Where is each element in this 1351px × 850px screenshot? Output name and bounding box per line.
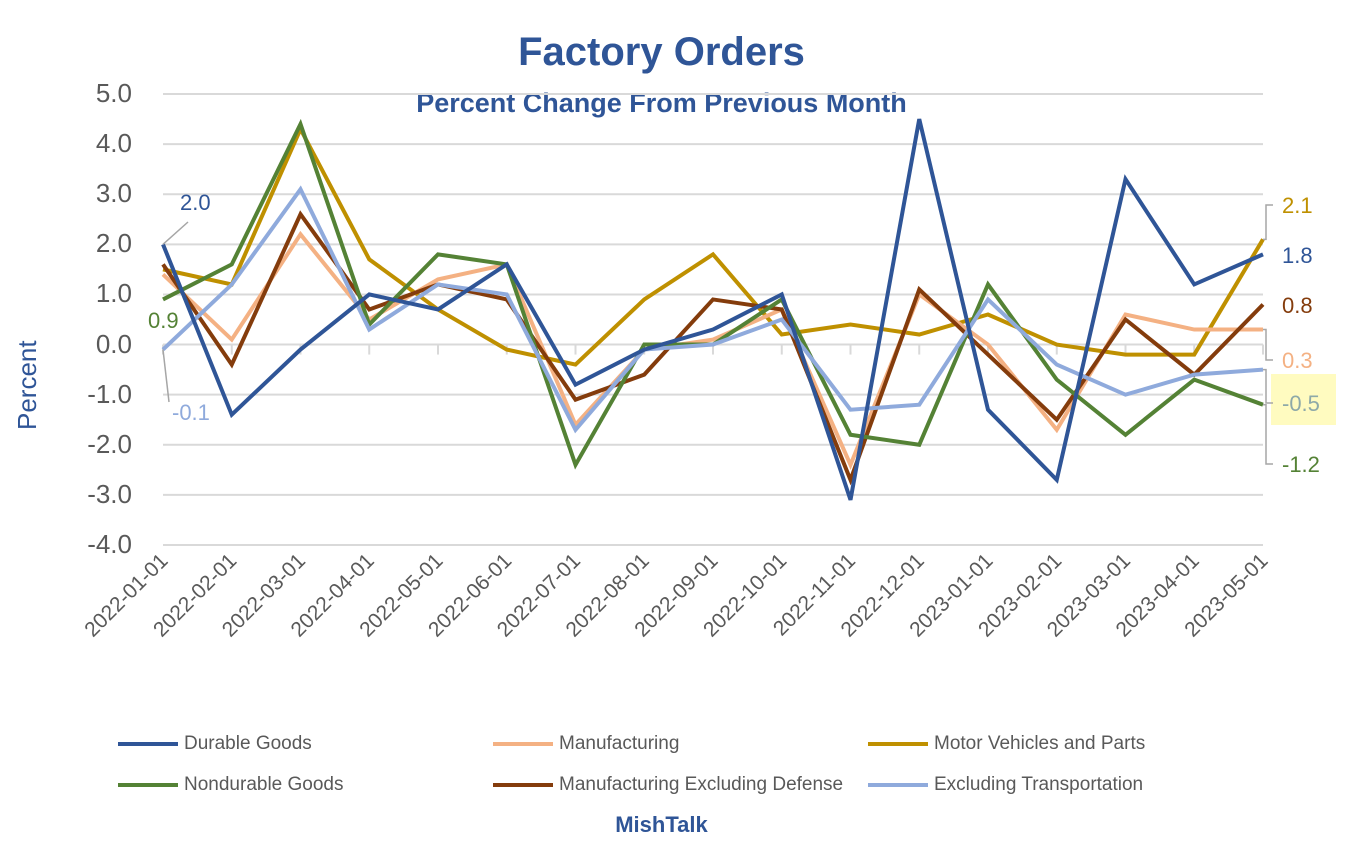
legend-label: Motor Vehicles and Parts — [934, 733, 1146, 754]
legend-swatch — [118, 742, 178, 746]
legend-item: Manufacturing Excluding Defense — [493, 774, 843, 796]
legend-label: Manufacturing Excluding Defense — [559, 774, 844, 795]
leader-line — [162, 349, 170, 403]
leader-line — [1263, 403, 1273, 465]
y-tick-label: -3.0 — [87, 478, 132, 509]
leader-line — [1263, 368, 1273, 404]
data-label: 1.8 — [1282, 243, 1313, 268]
legend-swatch — [493, 783, 553, 787]
legend-swatch — [118, 783, 178, 787]
data-label: 0.8 — [1282, 293, 1313, 318]
legend-item: Excluding Transportation — [868, 774, 1143, 796]
data-label: -1.2 — [1282, 452, 1320, 477]
legend-swatch — [868, 783, 928, 787]
chart-title: Factory Orders — [518, 30, 805, 74]
leader-line — [1263, 204, 1273, 241]
legend-label: Durable Goods — [184, 733, 312, 754]
leader-line — [162, 221, 189, 245]
data-label: -0.5 — [1282, 391, 1320, 416]
legend-item: Durable Goods — [118, 733, 312, 755]
y-tick-label: -1.0 — [87, 378, 132, 409]
data-label: -0.1 — [172, 400, 210, 425]
legend-swatch — [493, 742, 553, 746]
legend-label: Nondurable Goods — [184, 774, 344, 795]
legend-label: Excluding Transportation — [934, 774, 1144, 795]
data-label: 2.1 — [1282, 193, 1313, 218]
y-tick-label: -4.0 — [87, 529, 132, 559]
y-tick-label: 1.0 — [95, 278, 132, 309]
y-tick-label: 5.0 — [95, 78, 132, 108]
y-tick-label: 4.0 — [95, 128, 132, 159]
legend-label: Manufacturing — [559, 733, 680, 754]
series-line-durable-goods — [161, 118, 1264, 501]
data-label: 2.0 — [180, 190, 211, 215]
legend-swatch — [868, 742, 928, 746]
legend-item: Nondurable Goods — [118, 774, 344, 796]
legend-item: Manufacturing — [493, 733, 679, 755]
label-highlight — [1271, 374, 1336, 425]
legend-item: Motor Vehicles and Parts — [868, 733, 1145, 755]
y-tick-label: 2.0 — [95, 228, 132, 259]
y-tick-label: 3.0 — [95, 178, 132, 209]
y-tick-label: -2.0 — [87, 428, 132, 459]
series-line-manufacturing — [161, 230, 1263, 470]
data-label: 0.3 — [1282, 348, 1313, 373]
y-tick-label: 0.0 — [95, 328, 132, 359]
data-label: 0.9 — [148, 308, 179, 333]
credit-label: MishTalk — [615, 812, 708, 837]
series-line-motor-vehicles-and-parts — [162, 124, 1265, 367]
series-line-excluding-transportation — [161, 185, 1264, 434]
leader-line — [1263, 328, 1273, 361]
